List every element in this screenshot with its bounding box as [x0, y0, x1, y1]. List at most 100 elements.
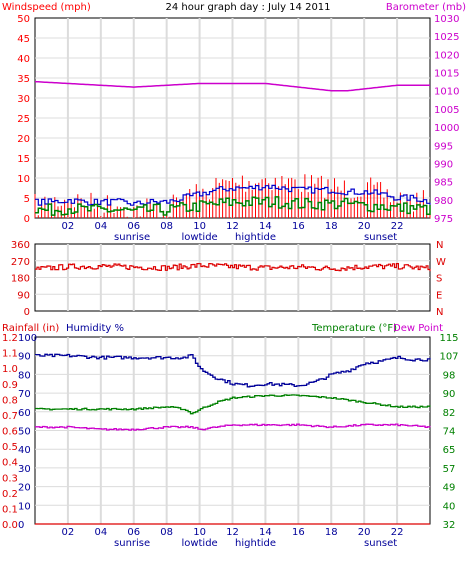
rain-y-tick-label: 1.2: [2, 333, 18, 344]
windspeed-axis-label: Windspeed (mph): [2, 2, 91, 13]
rain-y-tick-label: 0.1: [2, 504, 18, 515]
humidity-y-tick-label: 90: [18, 352, 31, 363]
direction-y-tick-label: 270: [11, 257, 30, 268]
direction-letter-N: N: [436, 240, 443, 251]
rain-y-tick-label: 0.8: [2, 395, 18, 406]
wind-panel-x-tick-label: 04: [94, 221, 107, 232]
wind-y-tick-label: 10: [17, 174, 30, 185]
humidity-y-tick-label: 60: [18, 408, 31, 419]
humidity-panel-x-tick-label: 06: [127, 527, 140, 538]
humidity-panel-x-tick-label: 16: [292, 527, 305, 538]
humidity-panel-x-tick-label: 12: [226, 527, 239, 538]
humidity-panel-x-tick-label: 10: [193, 527, 206, 538]
humidity-y-tick-label: 20: [18, 483, 31, 494]
rain-y-tick-label: 1.0: [2, 364, 18, 375]
direction-letter-E: E: [436, 290, 442, 301]
direction-y-tick-label: 90: [17, 290, 30, 301]
temperature-y-tick-label: 82: [443, 408, 456, 419]
wind-y-tick-label: 5: [24, 194, 30, 205]
chart-title: 24 hour graph day : July 14 2011: [165, 2, 330, 13]
humidity-axis-label: Humidity %: [66, 323, 124, 334]
rain-y-tick-label: 0.4: [2, 458, 18, 469]
rain-y-tick-label: 0.0: [2, 520, 18, 531]
temperature-y-tick-label: 107: [439, 352, 458, 363]
humidity-y-tick-label: 70: [18, 389, 31, 400]
wind-y-tick-label: 30: [17, 94, 30, 105]
humidity-panel-event-sunset: sunset: [364, 538, 397, 549]
wind-y-tick-label: 0: [24, 214, 30, 225]
humidity-y-tick-label: 10: [18, 501, 31, 512]
chart-layer: 0510152025303540455097598098599099510001…: [2, 14, 459, 549]
wind-panel-x-tick-label: 20: [358, 221, 371, 232]
wind-panel-x-tick-label: 08: [160, 221, 173, 232]
barometer-y-tick-label: 1010: [434, 87, 459, 98]
wind-panel-x-tick-label: 12: [226, 221, 239, 232]
temperature-y-tick-label: 49: [443, 483, 456, 494]
direction-y-tick-label: 0: [24, 307, 30, 318]
wind-panel-x-tick-label: 22: [391, 221, 404, 232]
humidity-y-tick-label: 30: [18, 464, 31, 475]
barometer-y-tick-label: 995: [434, 141, 453, 152]
wind-panel-x-tick-label: 06: [127, 221, 140, 232]
direction-letter-S: S: [436, 274, 442, 285]
rain-y-tick-label: 0.6: [2, 427, 18, 438]
temperature-y-tick-label: 57: [443, 464, 456, 475]
wind-y-tick-label: 20: [17, 134, 30, 145]
rain-y-tick-label: 0.7: [2, 411, 18, 422]
wind-panel-event-sunrise: sunrise: [114, 232, 150, 243]
wind-panel-x-tick-label: 18: [325, 221, 338, 232]
humidity-y-tick-label: 0: [18, 520, 24, 531]
wind-panel-event-sunset: sunset: [364, 232, 397, 243]
humidity-y-tick-label: 100: [18, 333, 37, 344]
humidity-panel-x-tick-label: 04: [94, 527, 107, 538]
humidity-panel-x-tick-label: 22: [391, 527, 404, 538]
temperature-y-tick-label: 40: [443, 501, 456, 512]
humidity-panel-event-lowtide: lowtide: [181, 538, 217, 549]
wind-panel-x-tick-label: 02: [62, 221, 75, 232]
barometer-y-tick-label: 990: [434, 159, 453, 170]
temperature-axis-label: Temperature (°F): [311, 323, 397, 334]
wind-panel-x-tick-label: 10: [193, 221, 206, 232]
wind-y-tick-label: 40: [17, 54, 30, 65]
barometer-y-tick-label: 1015: [434, 69, 459, 80]
direction-line: [35, 263, 431, 272]
temperature-y-tick-label: 65: [443, 445, 456, 456]
wind-y-tick-label: 25: [17, 114, 30, 125]
rainfall-axis-label: Rainfall (in): [2, 323, 59, 334]
temperature-y-tick-label: 115: [439, 333, 458, 344]
rain-y-tick-label: 1.1: [2, 349, 18, 360]
dew_point-line: [35, 423, 431, 431]
barometer-line: [34, 80, 430, 92]
temperature-line: [35, 394, 431, 415]
humidity-panel-x-tick-label: 18: [325, 527, 338, 538]
wind-y-tick-label: 15: [17, 154, 30, 165]
direction-letter-N: N: [436, 307, 443, 318]
humidity-y-tick-label: 40: [18, 445, 31, 456]
humidity-y-tick-label: 50: [18, 427, 31, 438]
temperature-y-tick-label: 98: [443, 370, 456, 381]
barometer-y-tick-label: 1000: [434, 123, 459, 134]
barometer-y-tick-label: 1005: [434, 105, 459, 116]
humidity-panel-x-tick-label: 14: [259, 527, 272, 538]
barometer-y-tick-label: 985: [434, 178, 453, 189]
wind-average-line: [35, 184, 431, 206]
barometer-y-tick-label: 1025: [434, 32, 459, 43]
direction-y-tick-label: 180: [11, 274, 30, 285]
rain-y-tick-label: 0.5: [2, 442, 18, 453]
temperature-y-tick-label: 32: [443, 520, 456, 531]
humidity-panel-x-tick-label: 02: [62, 527, 75, 538]
wind-low-line: [35, 196, 431, 216]
barometer-y-tick-label: 1020: [434, 50, 459, 61]
direction-y-tick-label: 360: [11, 240, 30, 251]
barometer-y-tick-label: 975: [434, 214, 453, 225]
wind-y-tick-label: 35: [17, 74, 30, 85]
wind-panel-x-tick-label: 14: [259, 221, 272, 232]
humidity-panel-x-tick-label: 20: [358, 527, 371, 538]
barometer-y-tick-label: 980: [434, 196, 453, 207]
temperature-y-tick-label: 74: [443, 427, 456, 438]
wind-panel-event-lowtide: lowtide: [181, 232, 217, 243]
rain-y-tick-label: 0.9: [2, 380, 18, 391]
humidity-panel-event-hightide: hightide: [235, 538, 276, 549]
